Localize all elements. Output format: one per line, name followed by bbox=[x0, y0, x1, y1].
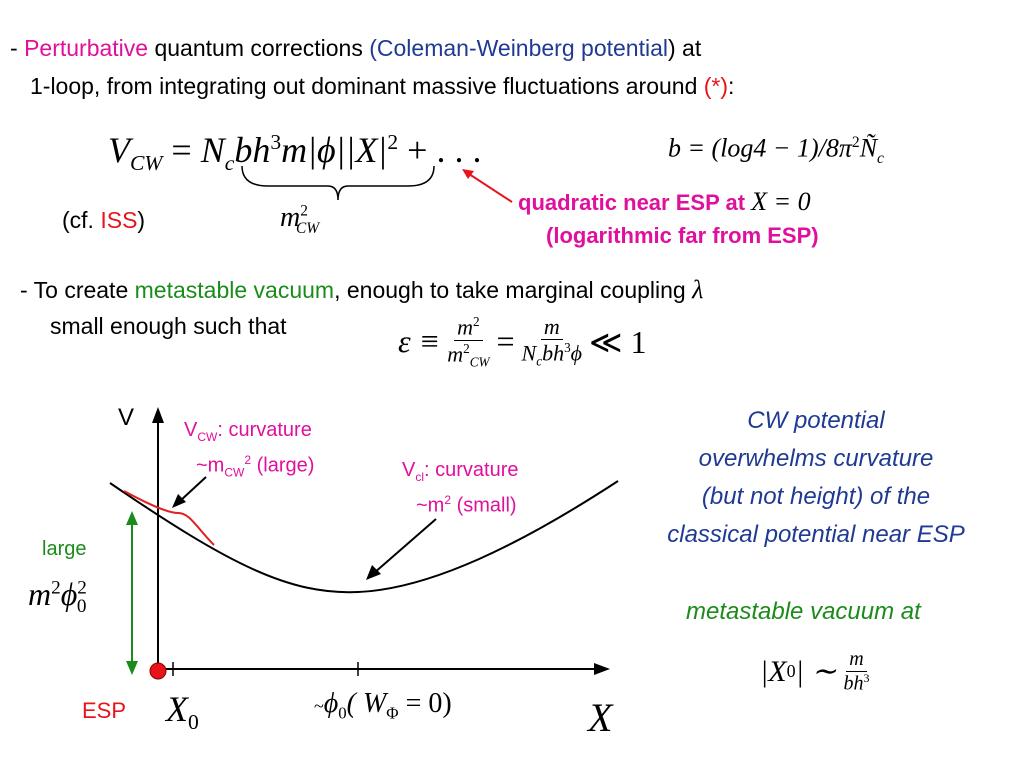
vcw-label-line-2: ~mCW2 (large) bbox=[196, 453, 315, 480]
cw-potential-curve bbox=[123, 490, 215, 546]
metastable-note: metastable vacuum at bbox=[686, 598, 921, 625]
vcw-arrow bbox=[179, 476, 207, 502]
coleman-weinberg-term: (Coleman-Weinberg potential bbox=[369, 35, 668, 61]
brace-label-mcw: m2CW bbox=[280, 202, 320, 237]
underbrace bbox=[241, 165, 435, 201]
cw-note: CW potential overwhelms curvature (but n… bbox=[667, 407, 965, 548]
epsilon-equation: ε ≡ m2 m2CW = m Ncbh3ϕ ≪ 1 bbox=[398, 314, 647, 370]
bullet-2-line-2: small enough such that bbox=[50, 313, 287, 339]
esp-dot bbox=[149, 662, 167, 680]
x-axis-label: X bbox=[588, 695, 613, 740]
quadratic-arrow bbox=[462, 169, 513, 203]
cw-equation: VCW = Ncbh3m|ϕ||X|2 + . . . bbox=[108, 130, 482, 176]
b-equation: b = (log4 − 1)/8π2Ñc bbox=[668, 133, 884, 167]
vcl-arrowhead bbox=[366, 565, 381, 580]
x-axis-arrowhead bbox=[594, 663, 610, 675]
vcl-label-line-2: ~m2 (small) bbox=[416, 493, 517, 517]
perturbative-term: Perturbative bbox=[24, 35, 149, 61]
height-arrow-bottom bbox=[126, 661, 138, 675]
quadratic-note-line-1: quadratic near ESP at X = 0 bbox=[518, 187, 811, 216]
phi0-label: ~ϕ0( WΦ = 0) bbox=[314, 688, 452, 723]
height-arrow-top bbox=[126, 511, 138, 525]
bullet-1-line-2: 1-loop, from integrating out dominant ma… bbox=[30, 73, 735, 99]
bullet-1-line-1: - Perturbative quantum corrections (Cole… bbox=[10, 35, 702, 61]
vcw-arrowhead bbox=[172, 494, 186, 508]
v-axis-arrowhead bbox=[152, 407, 164, 423]
potential-graph bbox=[109, 407, 619, 680]
m2phi0-label: m2ϕ20 bbox=[28, 576, 87, 618]
star-ref: (*) bbox=[703, 73, 729, 99]
x0-label: X0 bbox=[166, 689, 199, 735]
bullet-2-line-1: - To create metastable vacuum, enough to… bbox=[20, 275, 704, 304]
vcw-label: VCW: curvature bbox=[184, 419, 312, 444]
vcl-arrow bbox=[373, 518, 437, 574]
quadratic-note-line-2: (logarithmic far from ESP) bbox=[546, 223, 819, 248]
vcl-label: Vcl: curvature bbox=[402, 459, 519, 484]
esp-label: ESP bbox=[82, 698, 127, 723]
metastable-vacuum-term: metastable vacuum bbox=[134, 277, 335, 303]
x0-scaling: |X 0 | ∼ m bh3 bbox=[760, 648, 870, 695]
cf-iss: (cf. ISS) bbox=[62, 207, 146, 233]
classical-potential-curve bbox=[109, 480, 619, 594]
v-axis-label: V bbox=[118, 404, 135, 431]
large-label: large bbox=[42, 538, 87, 560]
